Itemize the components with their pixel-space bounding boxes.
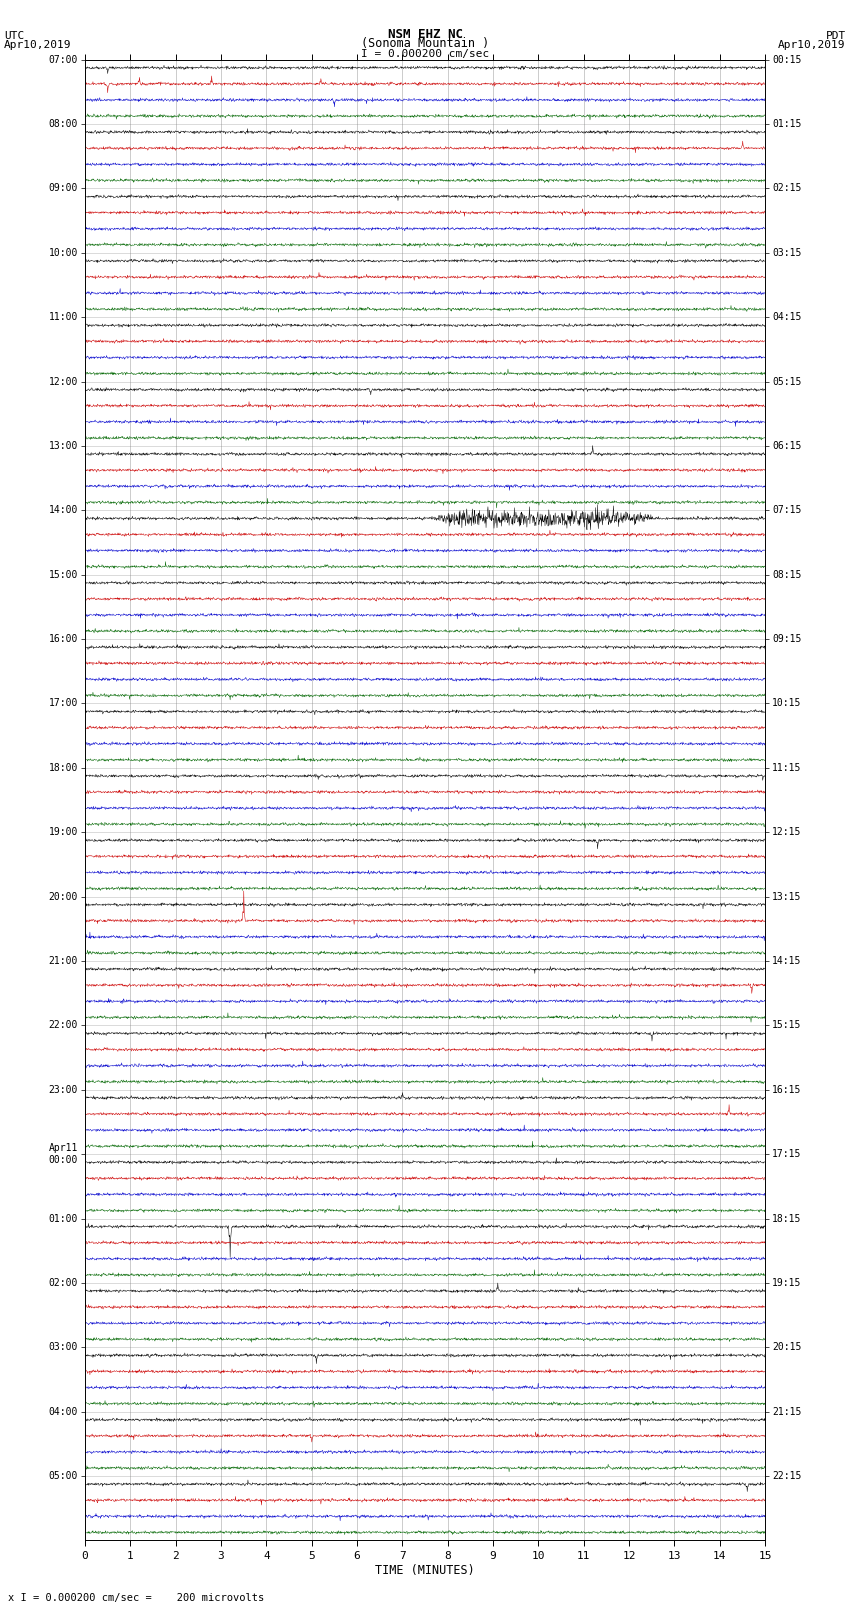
Text: x I = 0.000200 cm/sec =    200 microvolts: x I = 0.000200 cm/sec = 200 microvolts (8, 1594, 264, 1603)
Text: I = 0.000200 cm/sec: I = 0.000200 cm/sec (361, 48, 489, 58)
Text: (Sonoma Mountain ): (Sonoma Mountain ) (361, 37, 489, 50)
Text: Apr10,2019: Apr10,2019 (779, 40, 846, 50)
Text: Apr10,2019: Apr10,2019 (4, 40, 71, 50)
Text: PDT: PDT (825, 31, 846, 40)
Text: NSM EHZ NC: NSM EHZ NC (388, 27, 462, 40)
Text: UTC: UTC (4, 31, 25, 40)
X-axis label: TIME (MINUTES): TIME (MINUTES) (375, 1563, 475, 1576)
